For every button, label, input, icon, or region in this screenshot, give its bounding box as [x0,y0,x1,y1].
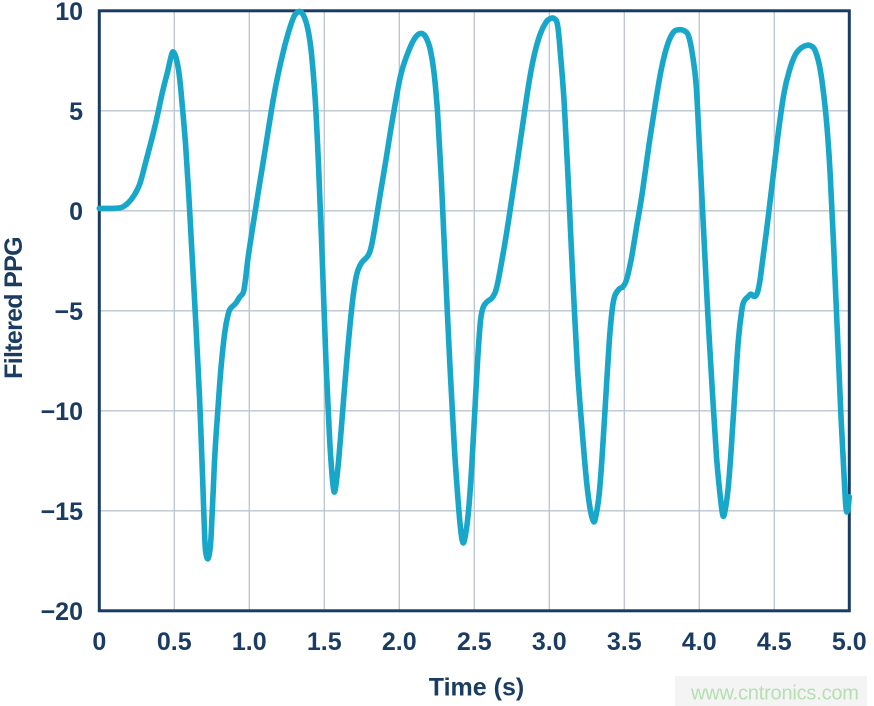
svg-text:2.5: 2.5 [457,628,492,656]
svg-text:1.5: 1.5 [307,628,342,656]
svg-text:10: 10 [55,0,83,26]
svg-text:www.cntronics.com: www.cntronics.com [690,683,859,705]
svg-text:3.5: 3.5 [607,628,642,656]
svg-text:3.0: 3.0 [532,628,567,656]
svg-text:−10: −10 [41,398,83,426]
svg-text:−5: −5 [54,298,83,326]
svg-text:1.0: 1.0 [232,628,267,656]
svg-text:Time (s): Time (s) [429,674,524,702]
svg-text:−15: −15 [41,498,84,526]
svg-text:0: 0 [92,628,106,656]
svg-text:5.0: 5.0 [832,628,867,656]
svg-text:5: 5 [69,98,83,126]
svg-text:4.0: 4.0 [682,628,717,656]
svg-text:4.5: 4.5 [757,628,792,656]
svg-text:−20: −20 [41,598,83,626]
svg-text:Filtered PPG: Filtered PPG [0,237,28,379]
svg-text:2.0: 2.0 [382,628,417,656]
svg-text:0: 0 [69,198,83,226]
svg-text:0.5: 0.5 [157,628,192,656]
